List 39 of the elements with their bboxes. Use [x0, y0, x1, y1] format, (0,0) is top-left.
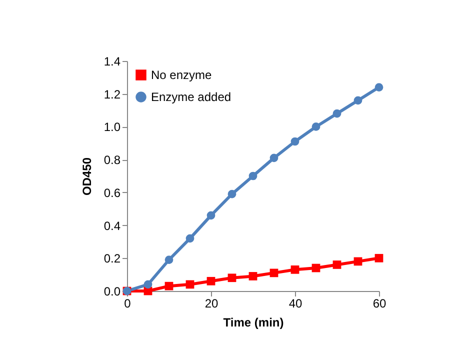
x-tick-label: 40 [288, 296, 302, 310]
legend-label: No enzyme [151, 68, 212, 82]
point [354, 96, 362, 105]
y-tick-label: 0.0 [104, 284, 121, 298]
point [332, 109, 342, 118]
point [228, 190, 236, 198]
x-tick-label: 20 [204, 296, 218, 310]
x-tick-label: 0 [124, 296, 132, 310]
point [186, 234, 194, 243]
point [186, 280, 194, 289]
y-tick-label: 1.4 [104, 54, 121, 68]
legend-label: Enzyme added [151, 90, 232, 104]
point [374, 254, 384, 262]
point [164, 256, 174, 264]
x-axis-title: Time (min) [223, 316, 284, 330]
y-tick-label: 0.2 [104, 252, 121, 266]
point [144, 280, 152, 289]
point [270, 154, 278, 162]
point [374, 83, 384, 92]
y-tick-label: 1.0 [104, 120, 121, 134]
point [248, 272, 258, 280]
point [206, 211, 216, 220]
point [290, 137, 300, 146]
y-tick-label: 1.2 [104, 87, 121, 102]
point [354, 257, 362, 266]
y-tick-label: 0.8 [104, 153, 121, 168]
point [290, 265, 300, 274]
point [248, 172, 258, 180]
point [332, 260, 342, 269]
point [312, 264, 320, 272]
point [312, 122, 320, 131]
y-tick-label: 0.6 [104, 186, 121, 200]
x-tick-label: 60 [372, 296, 386, 310]
point [270, 268, 278, 278]
point [164, 282, 174, 290]
y-axis-title: OD450 [80, 157, 94, 196]
point [228, 274, 236, 282]
point [206, 276, 216, 286]
y-tick-label: 0.4 [104, 218, 121, 233]
